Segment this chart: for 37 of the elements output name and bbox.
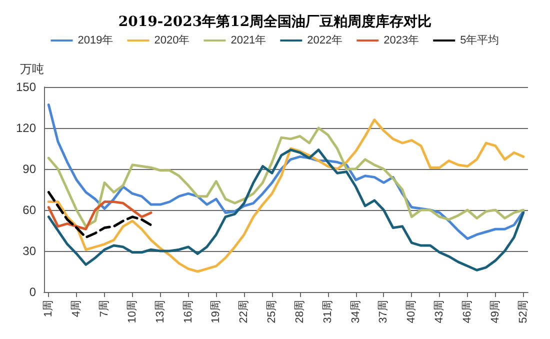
- x-tick-label: 4周: [70, 300, 83, 318]
- x-tick-label: 37周: [378, 300, 390, 324]
- y-tick-label: 90: [22, 162, 36, 176]
- y-tick-label: 0: [29, 285, 36, 299]
- x-tick-label: 43周: [434, 300, 446, 324]
- x-tick-label: 1周: [42, 300, 55, 318]
- x-tick-label: 19周: [210, 300, 222, 324]
- legend-label: 5年平均: [460, 34, 500, 46]
- line-series: [47, 118, 525, 273]
- legend-label: 2020年: [154, 34, 190, 46]
- x-tick-label: 28周: [294, 300, 306, 324]
- x-tick-label: 7周: [98, 300, 110, 318]
- x-tick-label: 13周: [154, 300, 166, 324]
- x-tick-label: 10周: [126, 300, 138, 324]
- line-series: [47, 148, 525, 272]
- line-series: [47, 126, 525, 228]
- x-tick-label: 31周: [322, 300, 334, 324]
- legend-label: 2023年: [384, 34, 420, 46]
- y-tick-label: 60: [22, 203, 36, 217]
- legend-label: 2019年: [78, 34, 114, 46]
- x-tick-label: 25周: [266, 300, 278, 324]
- legend-label: 2021年: [230, 34, 266, 46]
- x-tick-label: 46周: [462, 300, 474, 324]
- x-tick-label: 22周: [238, 300, 250, 324]
- y-tick-label: 150: [16, 80, 36, 94]
- y-tick-label: 30: [22, 244, 36, 258]
- x-tick-label: 34周: [350, 300, 362, 324]
- legend-label: 2022年: [307, 34, 343, 46]
- line-series: [47, 190, 152, 239]
- line-series: [47, 200, 152, 230]
- x-tick-label: 49周: [489, 300, 502, 324]
- y-axis-title: 万吨: [20, 62, 44, 76]
- x-tick-label: 52周: [517, 300, 530, 324]
- y-tick-label: 120: [16, 121, 36, 135]
- x-tick-label: 16周: [182, 300, 194, 324]
- chart-title: 2019-2023年第12周全国油厂豆粕周度库存对比: [118, 13, 432, 30]
- x-tick-label: 40周: [406, 300, 418, 324]
